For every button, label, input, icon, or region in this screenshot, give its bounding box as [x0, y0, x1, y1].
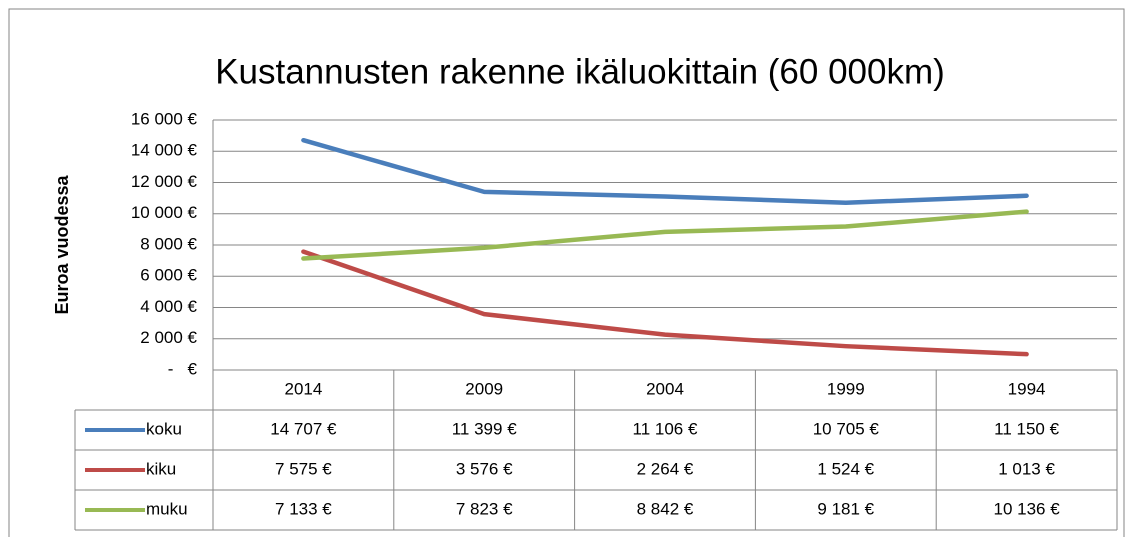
table-value: 8 842 €	[637, 499, 694, 518]
y-tick-label: 12 000 €	[131, 172, 198, 191]
series-line	[301, 209, 1029, 261]
table-value: 1 013 €	[998, 459, 1055, 478]
x-tick-label: 2004	[646, 379, 684, 398]
table-value: 7 823 €	[456, 499, 513, 518]
x-tick-label: 2014	[284, 379, 322, 398]
x-tick-label: 2009	[465, 379, 503, 398]
chart-title: Kustannusten rakenne ikäluokittain (60 0…	[215, 52, 945, 91]
legend-label: kiku	[146, 459, 176, 478]
x-tick-label: 1999	[827, 379, 865, 398]
table-value: 10 705 €	[813, 419, 880, 438]
y-tick-label: 6 000 €	[140, 266, 197, 285]
table-value: 11 106 €	[633, 419, 698, 438]
y-tick-label: 8 000 €	[140, 234, 197, 253]
legend-label: muku	[146, 499, 188, 518]
series-line	[301, 137, 1029, 205]
table-value: 1 524 €	[817, 459, 874, 478]
y-tick-label: 4 000 €	[140, 297, 197, 316]
table-value: 11 399 €	[452, 419, 517, 438]
series-line	[301, 249, 1029, 357]
y-tick-label: 10 000 €	[131, 203, 198, 222]
y-axis-label: Euroa vuodessa	[52, 174, 72, 314]
y-tick-label: 14 000 €	[131, 141, 198, 160]
table-value: 7 575 €	[275, 459, 332, 478]
table-value: 11 150 €	[994, 419, 1059, 438]
table-value: 14 707 €	[270, 419, 337, 438]
x-tick-label: 1994	[1008, 379, 1046, 398]
table-value: 7 133 €	[275, 499, 332, 518]
legend-label: koku	[146, 419, 182, 438]
table-value: 3 576 €	[456, 459, 513, 478]
chart-border	[8, 8, 1125, 537]
y-tick-label: 2 000 €	[140, 328, 197, 347]
table-value: 2 264 €	[637, 459, 694, 478]
y-tick-label: 16 000 €	[131, 109, 198, 128]
table-value: 10 136 €	[994, 499, 1061, 518]
table-value: 9 181 €	[817, 499, 874, 518]
y-tick-label: - €	[168, 359, 198, 378]
